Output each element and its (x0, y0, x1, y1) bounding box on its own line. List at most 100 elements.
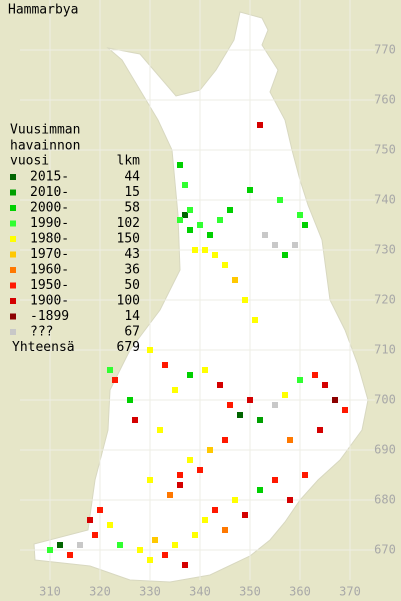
legend-count: 100 (117, 294, 140, 309)
legend-swatch (10, 329, 16, 335)
legend: 2015- 44 2010- 15 2000- 58 1990- 102 1980- 150 197… (10, 170, 140, 355)
x-tick-label: 370 (339, 585, 361, 599)
legend-heading: havainnon (10, 139, 80, 154)
occurrence-square (87, 517, 93, 523)
occurrence-square (272, 402, 278, 408)
legend-count: 67 (124, 325, 140, 340)
legend-count: 58 (124, 201, 140, 216)
occurrence-square (222, 437, 228, 443)
occurrence-square (202, 247, 208, 253)
y-tick-label: 680 (374, 493, 396, 507)
occurrence-square (167, 492, 173, 498)
occurrence-square (202, 517, 208, 523)
occurrence-square (47, 547, 53, 553)
legend-swatch (10, 267, 16, 273)
occurrence-square (282, 392, 288, 398)
occurrence-square (342, 407, 348, 413)
occurrence-square (227, 402, 233, 408)
occurrence-square (162, 362, 168, 368)
legend-swatch (10, 298, 16, 304)
legend-swatch (10, 189, 16, 196)
legend-column: vuosi (10, 154, 49, 169)
occurrence-square (97, 507, 103, 513)
occurrence-square (242, 297, 248, 303)
occurrence-square (202, 367, 208, 373)
occurrence-square (262, 232, 268, 238)
y-tick-label: 730 (374, 243, 396, 257)
occurrence-square (247, 397, 253, 403)
legend-swatch (10, 313, 16, 320)
occurrence-square (302, 222, 308, 228)
legend-swatch (10, 174, 16, 180)
x-tick-label: 330 (139, 585, 161, 599)
occurrence-square (192, 247, 198, 253)
occurrence-square (187, 372, 193, 378)
squares (47, 122, 348, 568)
y-tick-label: 710 (374, 343, 396, 357)
occurrence-square (287, 437, 293, 443)
legend-count: 102 (117, 216, 140, 231)
occurrence-square (292, 242, 298, 248)
occurrence-square (172, 387, 178, 393)
legend-period: 1970- (30, 247, 69, 262)
occurrence-square (222, 527, 228, 533)
x-tick-label: 350 (239, 585, 261, 599)
legend-count: 43 (124, 247, 140, 262)
x-tick-label: 320 (89, 585, 111, 599)
occurrence-square (132, 417, 138, 423)
occurrence-square (152, 537, 158, 543)
legend-column: lkm (117, 154, 141, 169)
occurrence-square (312, 372, 318, 378)
occurrence-square (147, 347, 153, 353)
occurrence-square (212, 252, 218, 258)
occurrence-square (257, 487, 263, 493)
legend-period: 1990- (30, 216, 69, 231)
occurrence-square (177, 217, 183, 223)
occurrence-square (182, 182, 188, 188)
y-tick-label: 770 (374, 43, 396, 57)
legend-period: 2010- (30, 185, 69, 200)
occurrence-square (107, 367, 113, 373)
occurrence-square (192, 532, 198, 538)
occurrence-square (77, 542, 83, 548)
occurrence-square (197, 467, 203, 473)
y-tick-label: 690 (374, 443, 396, 457)
occurrence-square (187, 227, 193, 233)
occurrence-square (277, 197, 283, 203)
occurrence-square (147, 557, 153, 563)
legend-swatch (10, 236, 16, 242)
occurrence-square (322, 382, 328, 388)
occurrence-square (207, 232, 213, 238)
occurrence-square (332, 397, 338, 403)
legend-swatch (10, 282, 16, 289)
legend-total: 679 (117, 340, 140, 355)
y-tick-label: 760 (374, 93, 396, 107)
y-tick-label: 700 (374, 393, 396, 407)
legend-count: 14 (124, 309, 140, 324)
grid (20, 0, 375, 580)
occurrence-square (207, 447, 213, 453)
legend-count: 50 (124, 278, 140, 293)
x-tick-label: 310 (39, 585, 61, 599)
occurrence-square (242, 512, 248, 518)
occurrence-square (232, 277, 238, 283)
occurrence-square (282, 252, 288, 258)
y-tick-label: 740 (374, 193, 396, 207)
legend-swatch (10, 220, 16, 227)
occurrence-square (92, 532, 98, 538)
occurrence-square (172, 542, 178, 548)
occurrence-square (217, 217, 223, 223)
occurrence-square (197, 222, 203, 228)
legend-swatch (10, 205, 16, 211)
occurrence-square (117, 542, 123, 548)
y-tick-label: 670 (374, 543, 396, 557)
legend-heading: Vuusimman (10, 123, 80, 138)
title: Hammarbya (8, 3, 78, 18)
occurrence-square (287, 497, 293, 503)
legend-period: 1980- (30, 232, 69, 247)
legend-count: 15 (124, 185, 140, 200)
legend-period: 2015- (30, 170, 69, 185)
occurrence-square (177, 482, 183, 488)
occurrence-square (272, 477, 278, 483)
